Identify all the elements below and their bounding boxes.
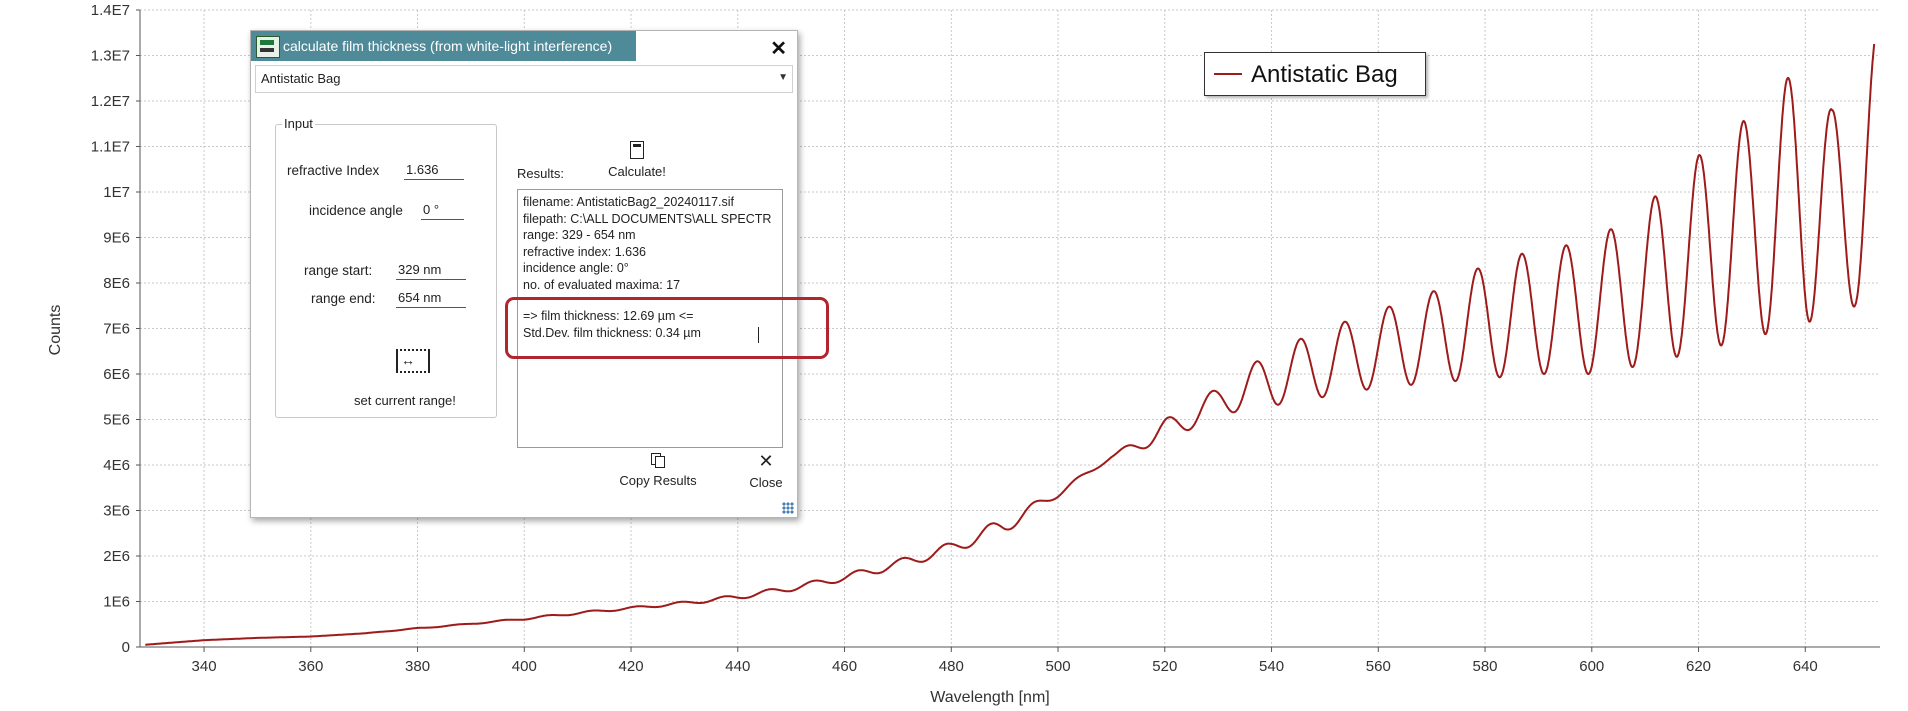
x-tick-label: 500 bbox=[1046, 658, 1071, 675]
result-line: refractive index: 1.636 bbox=[523, 244, 646, 259]
film-thickness-dialog: calculate film thickness (from white-lig… bbox=[250, 30, 829, 518]
copy-results-label: Copy Results bbox=[619, 473, 697, 488]
y-tick-label: 1E6 bbox=[103, 594, 130, 611]
x-axis-label: Wavelength [nm] bbox=[930, 689, 1049, 706]
y-tick-label: 1E7 bbox=[103, 184, 130, 201]
calculate-label: Calculate! bbox=[608, 164, 666, 179]
result-line: range: 329 - 654 nm bbox=[523, 228, 636, 242]
results-textbox[interactable]: filename: AntistaticBag2_20240117.sif fi… bbox=[517, 189, 783, 448]
close-label: Close bbox=[749, 475, 783, 490]
x-tick-label: 640 bbox=[1793, 658, 1818, 675]
x-tick-label: 480 bbox=[939, 658, 964, 675]
app-icon bbox=[256, 36, 280, 58]
y-tick-label: 5E6 bbox=[103, 412, 130, 429]
film-thickness-result: => film thickness: 12.69 µm <= bbox=[523, 309, 694, 323]
std-dev-result: Std.Dev. film thickness: 0.34 µm bbox=[523, 325, 701, 340]
legend-swatch bbox=[1214, 73, 1242, 75]
legend-label: Antistatic Bag bbox=[1251, 61, 1398, 88]
result-line: incidence angle: 0° bbox=[523, 261, 629, 275]
y-tick-label: 8E6 bbox=[103, 275, 130, 292]
x-tick-label: 580 bbox=[1473, 658, 1498, 675]
results-label: Results: bbox=[517, 166, 564, 181]
x-tick-label: 340 bbox=[192, 658, 217, 675]
range-end-field[interactable] bbox=[396, 287, 466, 308]
result-line: filepath: C:\ALL DOCUMENTS\ALL SPECTR bbox=[523, 211, 772, 226]
input-group: Input refractive Index incidence angle r… bbox=[275, 116, 497, 418]
y-tick-label: 7E6 bbox=[103, 321, 130, 338]
copy-icon bbox=[651, 453, 665, 468]
y-tick-label: 4E6 bbox=[103, 457, 130, 474]
y-tick-label: 0 bbox=[122, 639, 130, 656]
close-icon[interactable]: ✕ bbox=[770, 38, 787, 60]
x-tick-label: 560 bbox=[1366, 658, 1391, 675]
refractive-index-label: refractive Index bbox=[287, 163, 380, 178]
x-tick-label: 400 bbox=[512, 658, 537, 675]
copy-results-button[interactable]: Copy Results bbox=[615, 453, 701, 493]
result-highlight-annotation bbox=[505, 297, 829, 359]
chevron-down-icon[interactable]: ▼ bbox=[778, 72, 788, 83]
range-end-label: range end: bbox=[311, 291, 376, 306]
x-tick-label: 520 bbox=[1152, 658, 1177, 675]
x-tick-label: 540 bbox=[1259, 658, 1284, 675]
range-start-label: range start: bbox=[304, 263, 373, 278]
y-tick-label: 9E6 bbox=[103, 230, 130, 247]
y-tick-label: 6E6 bbox=[103, 366, 130, 383]
result-line: filename: AntistaticBag2_20240117.sif bbox=[523, 195, 735, 209]
close-button[interactable]: ✕ Close bbox=[741, 451, 791, 493]
sample-select[interactable]: Antistatic Bag ▼ bbox=[255, 65, 793, 93]
y-tick-label: 3E6 bbox=[103, 503, 130, 520]
range-start-field[interactable] bbox=[396, 259, 466, 280]
range-select-icon[interactable]: ↔ bbox=[396, 349, 430, 373]
y-tick-label: 1.3E7 bbox=[91, 48, 130, 65]
dialog-title: calculate film thickness (from white-lig… bbox=[283, 38, 613, 54]
x-tick-label: 620 bbox=[1686, 658, 1711, 675]
y-tick-label: 1.2E7 bbox=[91, 93, 130, 110]
chart-legend: Antistatic Bag bbox=[1204, 52, 1426, 96]
close-icon: ✕ bbox=[758, 451, 774, 471]
text-caret bbox=[758, 327, 759, 343]
resize-grip-icon[interactable] bbox=[782, 502, 794, 514]
set-current-range-button[interactable]: set current range! bbox=[354, 393, 456, 408]
x-tick-label: 440 bbox=[725, 658, 750, 675]
y-tick-label: 2E6 bbox=[103, 548, 130, 565]
x-tick-label: 600 bbox=[1579, 658, 1604, 675]
incidence-angle-field[interactable] bbox=[421, 199, 464, 220]
y-axis-label: Counts bbox=[47, 305, 64, 356]
x-tick-label: 380 bbox=[405, 658, 430, 675]
result-line: no. of evaluated maxima: 17 bbox=[523, 277, 681, 292]
x-tick-label: 460 bbox=[832, 658, 857, 675]
input-group-title: Input bbox=[282, 116, 315, 131]
series-line-antistatic-bag bbox=[145, 43, 1876, 646]
dialog-titlebar[interactable]: calculate film thickness (from white-lig… bbox=[251, 31, 636, 61]
x-tick-label: 360 bbox=[298, 658, 323, 675]
sample-select-value: Antistatic Bag bbox=[261, 71, 341, 86]
x-tick-label: 420 bbox=[619, 658, 644, 675]
y-tick-label: 1.1E7 bbox=[91, 139, 130, 156]
calculate-button[interactable]: Calculate! bbox=[601, 141, 673, 181]
y-tick-label: 1.4E7 bbox=[91, 2, 130, 19]
incidence-angle-label: incidence angle bbox=[309, 203, 403, 218]
refractive-index-field[interactable] bbox=[404, 159, 464, 180]
calculator-icon bbox=[630, 141, 644, 159]
